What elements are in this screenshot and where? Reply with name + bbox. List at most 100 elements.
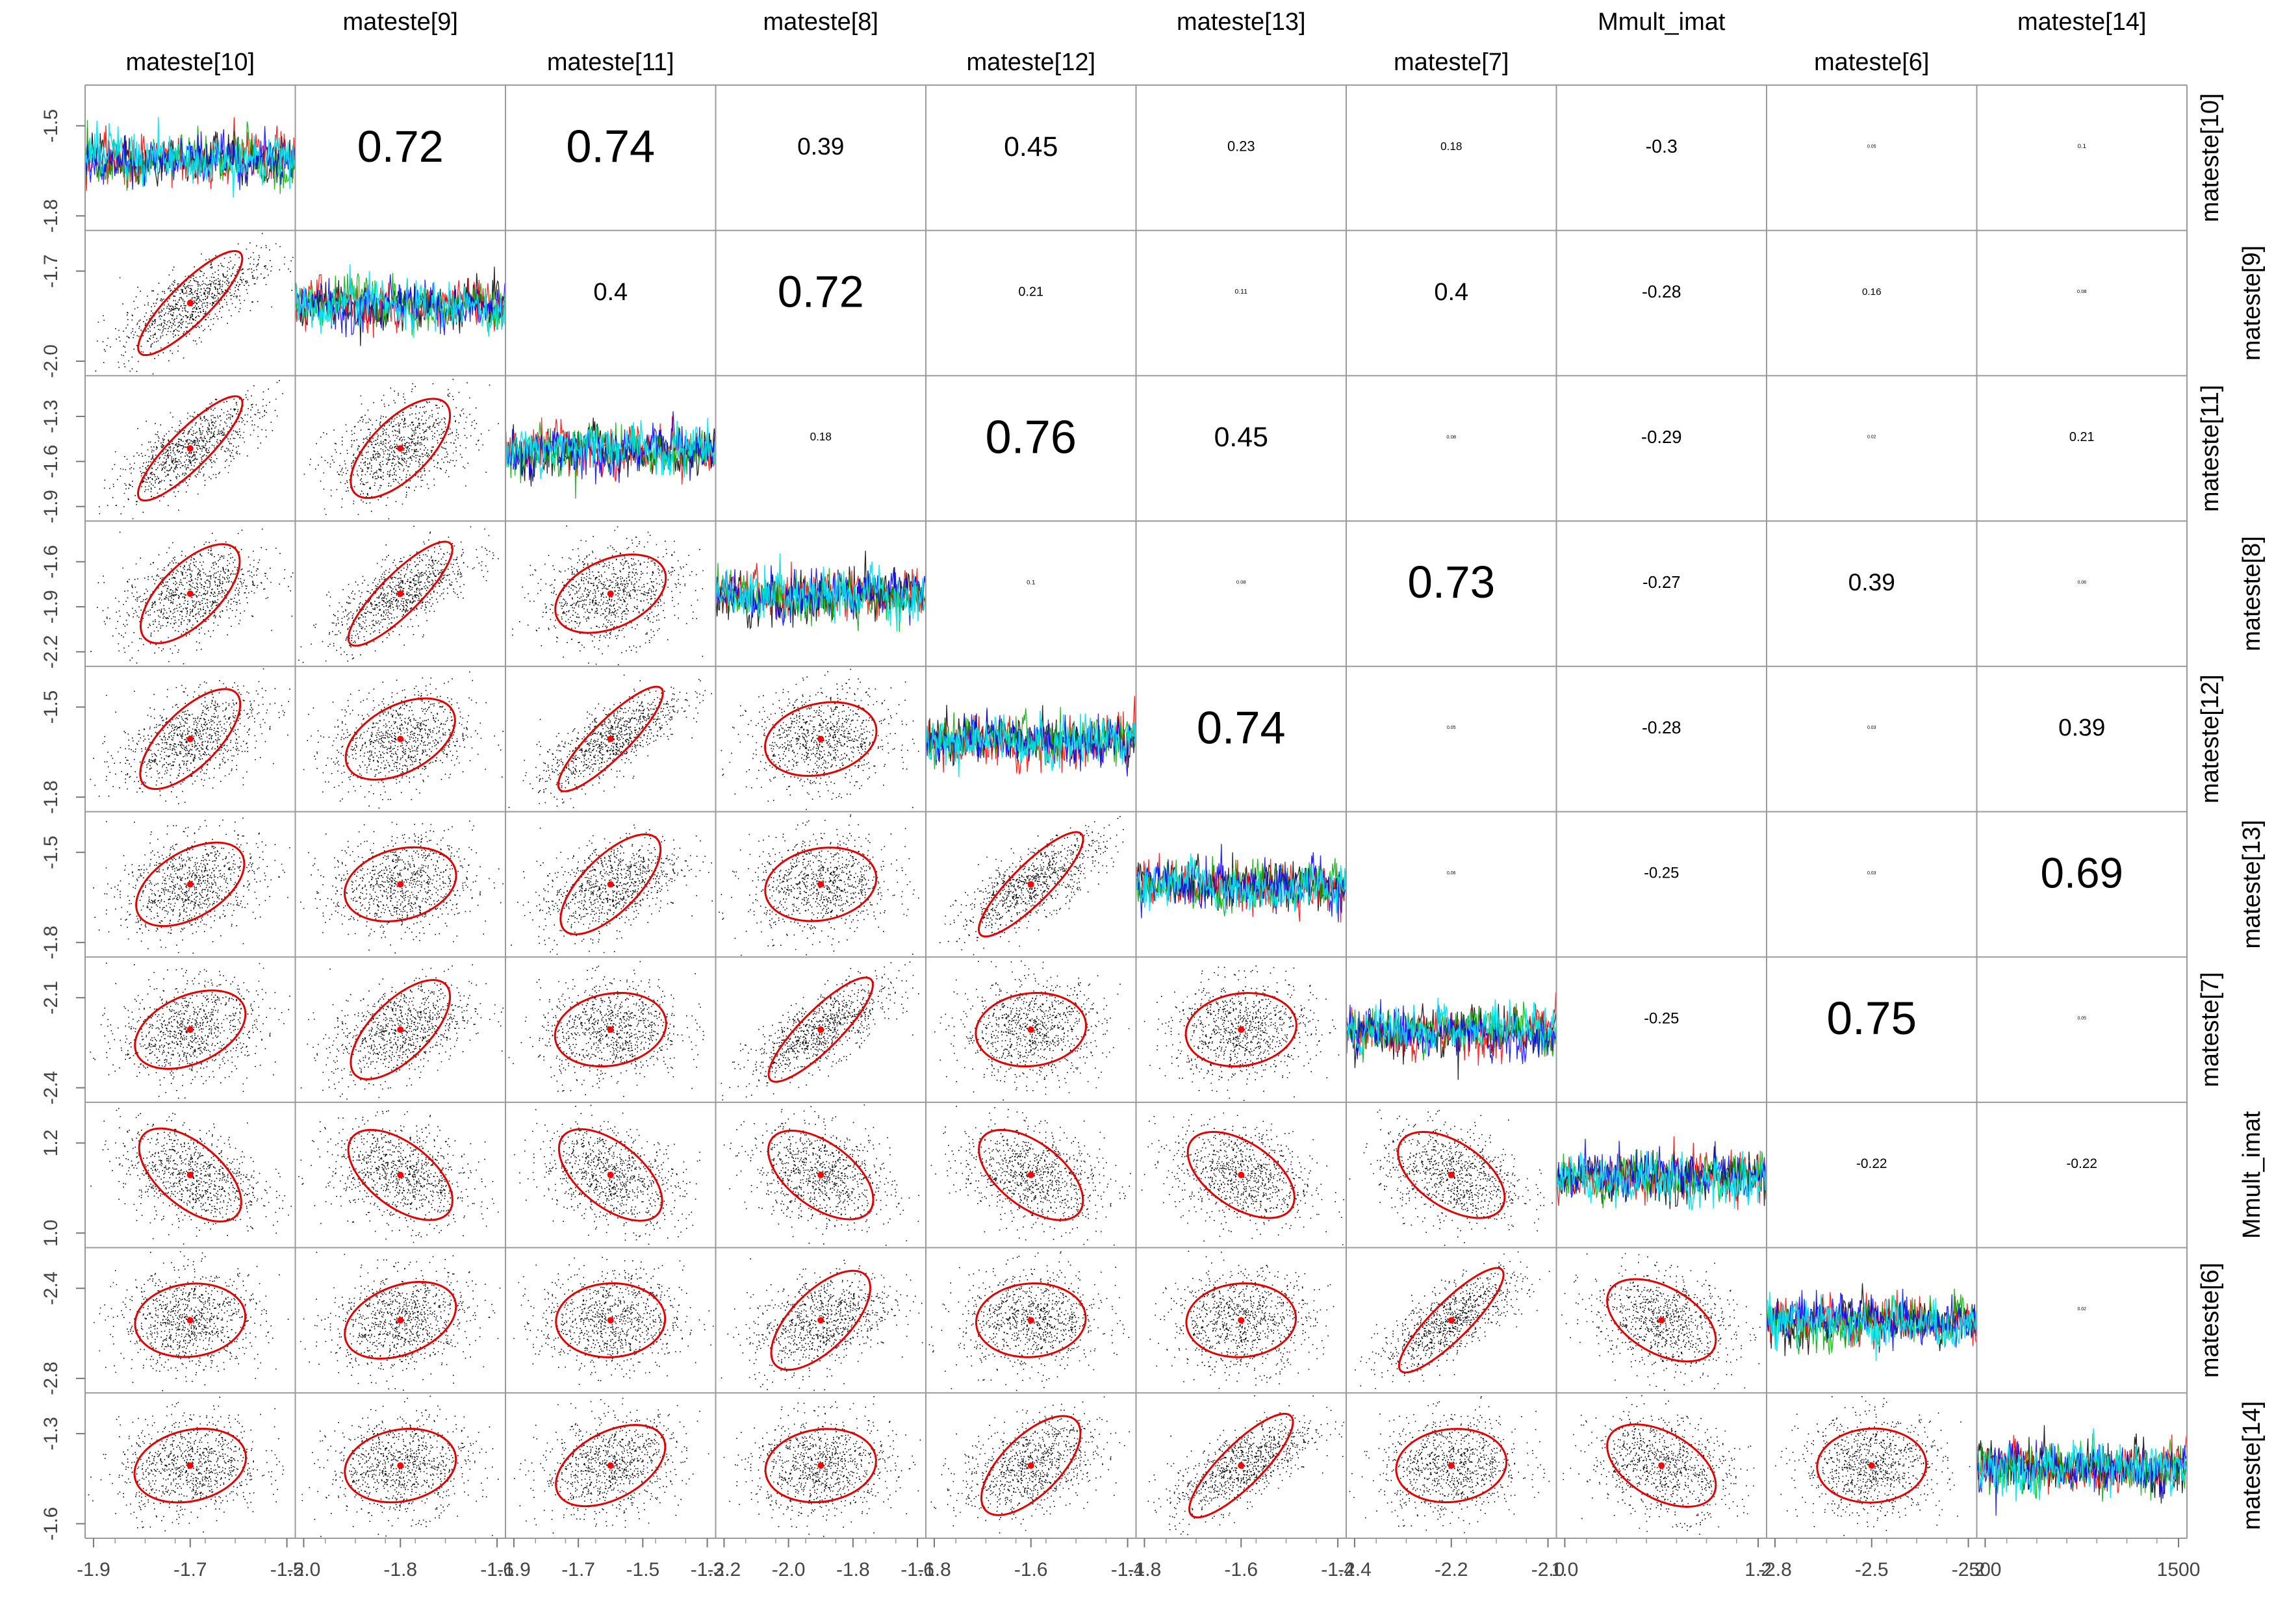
correlation-panel-6-7: -0.25	[1644, 1009, 1679, 1027]
mean-point	[397, 881, 403, 887]
y-tick-label: 1.0	[40, 1219, 62, 1247]
scatter-panel-5-0	[93, 818, 290, 954]
y-tick-label: -1.3	[40, 400, 62, 433]
scatter-panel-6-5	[1144, 965, 1339, 1101]
correlation-value: 0.76	[986, 412, 1077, 464]
correlation-value: 0.21	[1018, 285, 1043, 299]
variable-header-right-mateste-11: mateste[11]	[2197, 385, 2224, 512]
scatter-points	[1142, 1113, 1344, 1245]
y-tick-label: -1.5	[40, 691, 62, 724]
mean-point	[1238, 1462, 1244, 1469]
mean-point	[187, 736, 194, 742]
correlation-panel-2-4: 0.76	[986, 412, 1077, 464]
y-tick-label: -1.9	[40, 590, 62, 624]
scatter-panel-4-2	[509, 675, 712, 809]
scatter-points	[721, 1258, 923, 1391]
scatter-panel-2-1	[304, 379, 499, 519]
mean-point	[817, 881, 824, 887]
scatter-panel-8-4	[929, 1251, 1129, 1391]
correlation-panel-1-8: 0.16	[1862, 286, 1882, 298]
mean-point	[187, 1026, 194, 1033]
correlation-panel-2-3: 0.18	[810, 431, 832, 443]
correlation-value: -0.29	[1641, 427, 1682, 447]
correlation-panel-6-9: 0.05	[2077, 1017, 2086, 1021]
correlation-panel-0-5: 0.23	[1227, 138, 1255, 154]
y-tick-label: -1.8	[40, 199, 62, 233]
y-tick-label: -2.8	[40, 1362, 62, 1395]
scatter-panel-6-4	[934, 961, 1129, 1100]
y-tick-label: -2.0	[40, 344, 62, 378]
correlation-value: 0.03	[1867, 871, 1876, 876]
variable-header-top-mateste-10: mateste[10]	[125, 49, 255, 76]
scatter-panel-6-2	[509, 961, 704, 1097]
scatter-points	[512, 526, 704, 665]
x-axes: -1.9 -1.7 -1.5-2.0 -1.8 -1.6-1.9 -1.7 -1.5 -1.3…	[77, 1538, 2200, 1580]
x-tick-label: -2.5	[1855, 1559, 1889, 1580]
correlation-value: 0.21	[2069, 430, 2095, 444]
correlation-panel-4-7: -0.28	[1642, 718, 1681, 737]
correlation-panel-1-3: 0.72	[778, 267, 864, 316]
correlation-value: 0.16	[1862, 286, 1882, 298]
correlation-value: 0.03	[1867, 726, 1876, 730]
right-variable-headers: mateste[10] mateste[9] mateste[11] mateste[…	[2197, 94, 2266, 1530]
correlation-panel-4-6: 0.05	[1447, 726, 1456, 730]
x-tick-label: -2.0	[772, 1559, 806, 1580]
scatter-panel-9-0	[88, 1397, 284, 1532]
correlation-panel-7-8: -0.22	[1856, 1156, 1887, 1171]
correlation-panel-1-6: 0.4	[1434, 279, 1468, 306]
mean-point	[817, 1317, 824, 1323]
mean-point	[1238, 1172, 1244, 1178]
mean-point	[1869, 1462, 1875, 1469]
correlation-value: 0.05	[1447, 726, 1456, 730]
scatter-panel-7-3	[724, 1104, 919, 1246]
mean-point	[397, 1172, 403, 1178]
y-tick-label: -1.5	[40, 835, 62, 869]
mean-point	[817, 1172, 824, 1178]
correlation-value: -0.22	[1856, 1156, 1887, 1171]
mean-point	[1658, 1462, 1665, 1469]
scatter-panel-7-6	[1349, 1110, 1553, 1246]
mean-point	[397, 1317, 403, 1323]
mean-point	[1028, 1462, 1034, 1469]
scatter-panel-1-0	[96, 233, 294, 375]
correlation-value: 0.18	[810, 431, 832, 443]
correlation-panel-1-2: 0.4	[593, 279, 628, 306]
mean-point	[397, 590, 403, 597]
x-tick-label: -1.6	[1014, 1559, 1048, 1580]
x-tick-label: -1.6	[1224, 1559, 1258, 1580]
y-tick-label: -2.4	[40, 1071, 62, 1105]
variable-header-top-mateste-9: mateste[9]	[343, 8, 458, 36]
correlation-panel-7-9: -0.22	[2066, 1156, 2097, 1171]
scatter-panel-4-1	[303, 672, 504, 809]
variable-header-top-mateste-8: mateste[8]	[763, 8, 878, 36]
x-tick-label: -2.4	[1338, 1559, 1372, 1580]
correlation-panel-8-9: 0.02	[2077, 1307, 2086, 1312]
mean-point	[187, 881, 194, 887]
correlation-panel-5-7: -0.25	[1644, 865, 1679, 882]
trace-panel-mateste-12	[926, 696, 1136, 777]
scatter-panel-8-7	[1561, 1253, 1761, 1391]
correlation-value: -0.25	[1644, 1009, 1679, 1027]
variable-header-right-mateste-9: mateste[9]	[2238, 246, 2266, 361]
x-tick-label: -1.8	[836, 1559, 870, 1580]
x-tick-label: 1500	[2157, 1559, 2201, 1580]
correlation-panel-0-4: 0.45	[1004, 131, 1058, 162]
scatter-panel-7-1	[298, 1110, 498, 1243]
scatter-panel-7-2	[514, 1105, 700, 1245]
scatter-panel-7-5	[1142, 1113, 1344, 1245]
x-tick-label: -2.2	[1435, 1559, 1468, 1580]
correlation-panel-0-7: -0.3	[1646, 136, 1678, 157]
scatter-panel-8-5	[1150, 1251, 1335, 1389]
variable-header-top-mateste-11: mateste[11]	[547, 49, 674, 76]
mean-point	[1448, 1462, 1455, 1469]
scatter-panel-8-0	[94, 1251, 288, 1391]
scatter-panel-2-0	[99, 380, 283, 519]
scatter-points	[1144, 965, 1339, 1101]
variable-header-top-mateste-13: mateste[13]	[1177, 8, 1306, 36]
trace-panel-mateste-11	[506, 411, 715, 498]
x-tick-label: -1.7	[173, 1559, 207, 1580]
scatter-panel-5-2	[511, 818, 713, 954]
mean-point	[607, 1317, 614, 1323]
scatter-panel-8-1	[300, 1252, 500, 1391]
mean-point	[1028, 1172, 1034, 1178]
